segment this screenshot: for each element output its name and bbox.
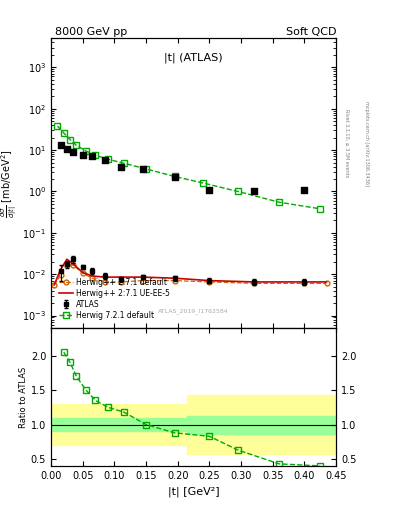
Herwig++ 2:7.1 UE-EE-5: [90, 273, 95, 279]
Line: Herwig++ 2:7.1 UE-EE-5: Herwig++ 2:7.1 UE-EE-5: [54, 259, 327, 285]
Herwig 7.2.1 default: [68, 136, 72, 142]
Herwig++ 2:7.1 default: [118, 279, 123, 285]
Herwig++ 2:7.1 default: [172, 278, 177, 284]
Herwig++ 2:7.1 UE-EE-5: [81, 269, 85, 275]
Line: Herwig++ 2:7.1 default: Herwig++ 2:7.1 default: [52, 262, 329, 287]
Herwig++ 2:7.1 UE-EE-5: [118, 274, 123, 280]
Herwig++ 2:7.1 default: [302, 280, 307, 286]
Herwig 7.2.1 default: [106, 156, 110, 162]
Herwig++ 2:7.1 default: [64, 262, 69, 268]
Herwig++ 2:7.1 default: [324, 280, 329, 286]
Point: [70, 148, 76, 156]
X-axis label: |t| [GeV²]: |t| [GeV²]: [168, 486, 219, 497]
Text: Rivet 3.1.10, ≥ 3.5M events: Rivet 3.1.10, ≥ 3.5M events: [344, 109, 349, 178]
Herwig++ 2:7.1 UE-EE-5: [52, 282, 57, 288]
Herwig++ 2:7.1 default: [71, 262, 75, 268]
Herwig++ 2:7.1 default: [141, 278, 145, 284]
Point: [64, 145, 70, 153]
Herwig 7.2.1 default: [277, 199, 281, 205]
Point: [206, 186, 213, 194]
Point: [80, 151, 86, 159]
Herwig++ 2:7.1 UE-EE-5: [58, 266, 63, 272]
Herwig++ 2:7.1 default: [52, 282, 57, 288]
Herwig++ 2:7.1 default: [207, 279, 212, 285]
Y-axis label: $\frac{d\sigma}{d|t|}\ [\mathrm{mb/GeV^2}]$: $\frac{d\sigma}{d|t|}\ [\mathrm{mb/GeV^2…: [0, 149, 20, 218]
Herwig 7.2.1 default: [201, 180, 206, 186]
Point: [171, 173, 178, 181]
Legend: Herwig++ 2:7.1 default, Herwig++ 2:7.1 UE-EE-5, ATLAS, Herwig 7.2.1 default: Herwig++ 2:7.1 default, Herwig++ 2:7.1 U…: [58, 276, 171, 322]
Herwig++ 2:7.1 UE-EE-5: [141, 274, 145, 280]
Point: [118, 163, 124, 172]
Herwig++ 2:7.1 default: [90, 275, 95, 281]
Herwig++ 2:7.1 UE-EE-5: [207, 278, 212, 284]
Herwig++ 2:7.1 UE-EE-5: [172, 275, 177, 281]
Herwig++ 2:7.1 UE-EE-5: [324, 279, 329, 285]
Herwig 7.2.1 default: [61, 130, 66, 136]
Herwig 7.2.1 default: [318, 206, 323, 212]
Herwig++ 2:7.1 default: [252, 280, 256, 286]
Herwig 7.2.1 default: [55, 123, 60, 129]
Text: mcplots.cern.ch [arXiv:1306.3436]: mcplots.cern.ch [arXiv:1306.3436]: [364, 101, 369, 186]
Point: [301, 186, 307, 194]
Text: Soft QCD: Soft QCD: [286, 27, 336, 37]
Text: 8000 GeV pp: 8000 GeV pp: [55, 27, 127, 37]
Herwig++ 2:7.1 UE-EE-5: [103, 274, 107, 280]
Herwig 7.2.1 default: [93, 152, 98, 158]
Herwig++ 2:7.1 UE-EE-5: [64, 256, 69, 262]
Herwig++ 2:7.1 default: [58, 272, 63, 278]
Herwig++ 2:7.1 UE-EE-5: [71, 261, 75, 267]
Herwig 7.2.1 default: [121, 160, 126, 166]
Point: [102, 156, 108, 164]
Point: [140, 165, 146, 173]
Text: ATLAS_2019_I1762584: ATLAS_2019_I1762584: [158, 308, 229, 313]
Herwig++ 2:7.1 default: [103, 279, 107, 285]
Herwig 7.2.1 default: [172, 174, 177, 180]
Herwig 7.2.1 default: [144, 166, 149, 172]
Herwig++ 2:7.1 UE-EE-5: [302, 279, 307, 285]
Point: [57, 141, 64, 150]
Herwig 7.2.1 default: [235, 188, 240, 195]
Y-axis label: Ratio to ATLAS: Ratio to ATLAS: [19, 367, 28, 428]
Line: Herwig 7.2.1 default: Herwig 7.2.1 default: [54, 123, 323, 212]
Point: [251, 187, 257, 196]
Text: |t| (ATLAS): |t| (ATLAS): [164, 53, 223, 63]
Herwig 7.2.1 default: [74, 142, 79, 148]
Point: [89, 153, 95, 161]
Herwig 7.2.1 default: [84, 148, 88, 154]
Herwig++ 2:7.1 default: [81, 270, 85, 276]
Herwig++ 2:7.1 UE-EE-5: [252, 279, 256, 285]
